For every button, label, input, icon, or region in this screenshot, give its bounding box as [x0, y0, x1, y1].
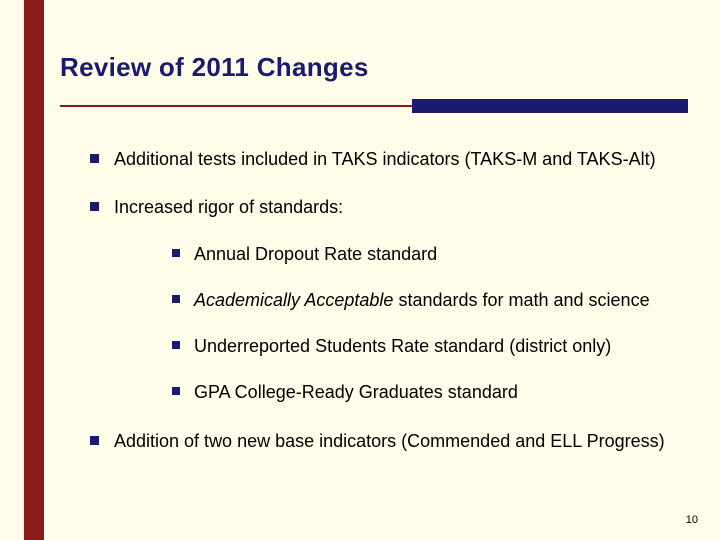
bullet-list: Additional tests included in TAKS indica…	[60, 147, 700, 453]
list-item: Annual Dropout Rate standard	[172, 242, 700, 266]
page-number: 10	[686, 514, 698, 526]
slide-content: Review of 2011 Changes Additional tests …	[60, 52, 700, 477]
list-item: Increased rigor of standards: Annual Dro…	[90, 195, 700, 404]
bullet-text-italic: Academically Acceptable	[194, 290, 393, 310]
slide-title: Review of 2011 Changes	[60, 52, 700, 83]
bullet-text: Annual Dropout Rate standard	[194, 244, 437, 264]
sub-bullet-list: Annual Dropout Rate standard Academicall…	[114, 242, 700, 405]
list-item: Underreported Students Rate standard (di…	[172, 334, 700, 358]
bullet-text: Underreported Students Rate standard (di…	[194, 336, 611, 356]
list-item: GPA College-Ready Graduates standard	[172, 380, 700, 404]
title-underline	[60, 99, 700, 113]
bullet-text: GPA College-Ready Graduates standard	[194, 382, 518, 402]
bullet-text: standards for math and science	[393, 290, 649, 310]
list-item: Addition of two new base indicators (Com…	[90, 429, 700, 453]
bullet-text: Increased rigor of standards:	[114, 197, 343, 217]
list-item: Academically Acceptable standards for ma…	[172, 288, 700, 312]
bullet-text: Additional tests included in TAKS indica…	[114, 149, 656, 169]
bullet-text: Addition of two new base indicators (Com…	[114, 431, 665, 451]
rule-thick	[412, 99, 688, 113]
left-accent-stripe	[24, 0, 44, 540]
list-item: Additional tests included in TAKS indica…	[90, 147, 700, 171]
